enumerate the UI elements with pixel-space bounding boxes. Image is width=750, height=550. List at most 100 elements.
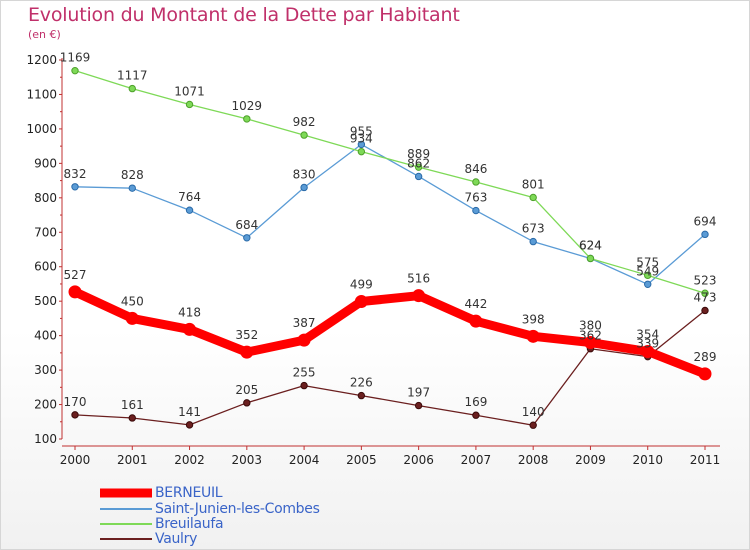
y-tick-label: 600 (34, 260, 57, 274)
chart-unit: (en €) (28, 28, 61, 41)
data-point (701, 306, 709, 315)
x-tick-label: 2007 (461, 453, 492, 467)
data-label: 473 (694, 290, 717, 304)
data-label: 830 (293, 167, 316, 181)
data-point (701, 230, 709, 239)
data-point (469, 314, 483, 328)
data-label: 289 (694, 350, 717, 364)
data-label: 380 (579, 319, 602, 333)
x-tick-label: 2003 (232, 453, 263, 467)
data-point (644, 280, 652, 288)
data-point (71, 66, 79, 75)
x-tick-label: 2008 (518, 453, 549, 467)
y-tick-label: 700 (34, 225, 57, 239)
data-point (526, 329, 540, 343)
y-tick-label: 1200 (26, 53, 57, 67)
chart-title: Evolution du Montant de la Dette par Hab… (28, 4, 460, 26)
data-point (644, 271, 652, 280)
data-label: 387 (293, 316, 316, 330)
data-label: 516 (407, 272, 430, 286)
legend-item: Vaulry (100, 531, 400, 547)
x-tick-label: 2005 (346, 453, 377, 467)
data-point (412, 289, 426, 303)
data-label: 862 (407, 156, 430, 170)
y-tick-label: 500 (34, 294, 57, 308)
data-label: 1117 (117, 69, 148, 83)
x-tick-label: 2006 (403, 453, 434, 467)
data-label: 684 (235, 218, 258, 232)
legend-swatch (100, 508, 152, 510)
data-label: 1169 (60, 51, 91, 65)
data-point (472, 411, 480, 419)
data-label: 140 (522, 405, 545, 419)
data-point (71, 183, 79, 191)
data-label: 1071 (174, 84, 205, 98)
data-point (185, 100, 194, 109)
data-label: 694 (694, 214, 717, 228)
data-label: 527 (64, 268, 87, 282)
data-label: 763 (464, 191, 487, 205)
data-label: 442 (464, 297, 487, 311)
data-label: 398 (522, 312, 545, 326)
legend-swatch (100, 523, 152, 525)
x-tick-label: 2009 (575, 453, 606, 467)
data-point (414, 172, 423, 181)
series-line (74, 70, 706, 294)
x-tick-label: 2000 (60, 453, 91, 467)
legend-label: Saint-Junien-les-Combes (155, 501, 320, 517)
series-line (70, 287, 710, 379)
data-point (529, 421, 537, 429)
data-point (357, 391, 366, 400)
data-label: 450 (121, 294, 144, 308)
data-label: 141 (178, 405, 201, 419)
data-label: 549 (636, 264, 659, 278)
data-label: 354 (636, 327, 659, 341)
data-point (472, 178, 480, 186)
data-point (128, 414, 136, 422)
y-tick-label: 800 (34, 191, 57, 205)
data-point (583, 336, 597, 350)
data-label: 955 (350, 124, 373, 138)
data-label: 169 (464, 395, 487, 409)
data-label: 255 (293, 366, 316, 380)
data-label: 362 (579, 329, 602, 343)
data-point (243, 399, 251, 407)
legend-swatch (100, 538, 152, 540)
data-label: 339 (636, 337, 659, 351)
data-point (641, 344, 655, 358)
data-label: 624 (579, 238, 602, 252)
x-tick-label: 2001 (117, 453, 148, 467)
data-label: 205 (235, 383, 258, 397)
data-point (125, 311, 139, 325)
data-label: 226 (350, 376, 373, 390)
x-tick-label: 2011 (690, 453, 721, 467)
y-tick-label: 900 (34, 156, 57, 170)
data-point (529, 193, 537, 202)
data-label: 846 (464, 162, 487, 176)
y-tick-label: 300 (34, 363, 57, 377)
x-tick-label: 2002 (174, 453, 205, 467)
y-tick-label: 100 (34, 432, 57, 446)
y-tick-label: 400 (34, 329, 57, 343)
legend-label: Breuilaufa (155, 516, 224, 532)
legend-label: Vaulry (155, 531, 198, 547)
data-label: 624 (579, 238, 602, 252)
x-tick-label: 2004 (289, 453, 320, 467)
data-label: 828 (121, 168, 144, 182)
data-point (297, 333, 311, 347)
data-label: 170 (64, 395, 87, 409)
data-label: 575 (636, 255, 659, 269)
data-label: 352 (235, 328, 258, 342)
legend-item: BERNEUIL (100, 485, 400, 501)
data-point (357, 147, 366, 156)
data-point (414, 163, 423, 171)
data-label: 197 (407, 386, 430, 400)
data-point (128, 184, 136, 192)
x-tick-label: 2010 (632, 453, 663, 467)
data-point (300, 183, 308, 192)
data-label: 1029 (232, 99, 263, 113)
data-label: 934 (350, 132, 373, 146)
y-tick-label: 1100 (26, 87, 57, 101)
